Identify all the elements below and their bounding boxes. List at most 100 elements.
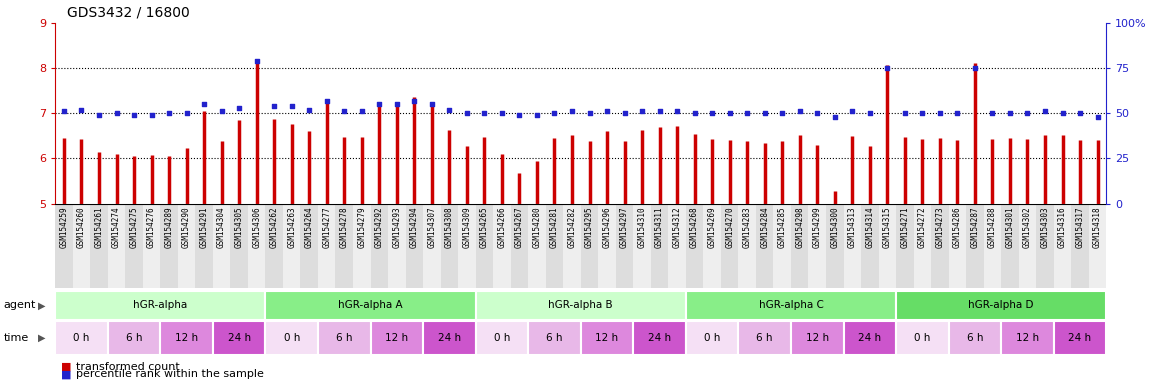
Bar bbox=[896, 291, 1106, 320]
Text: 24 h: 24 h bbox=[647, 333, 672, 343]
Bar bbox=[861, 204, 879, 288]
Text: GSM154262: GSM154262 bbox=[270, 206, 278, 248]
Bar bbox=[949, 204, 966, 288]
Text: 12 h: 12 h bbox=[806, 333, 829, 343]
Bar bbox=[511, 204, 528, 288]
Point bbox=[143, 112, 161, 118]
Text: GSM154283: GSM154283 bbox=[743, 206, 752, 248]
Text: GSM154293: GSM154293 bbox=[392, 206, 401, 248]
Text: 6 h: 6 h bbox=[757, 333, 773, 343]
Bar bbox=[581, 321, 634, 354]
Point bbox=[562, 108, 581, 114]
Text: GSM154302: GSM154302 bbox=[1024, 206, 1032, 248]
Bar bbox=[983, 204, 1002, 288]
Point bbox=[615, 110, 634, 116]
Text: percentile rank within the sample: percentile rank within the sample bbox=[76, 369, 263, 379]
Bar bbox=[458, 204, 476, 288]
Text: 24 h: 24 h bbox=[1068, 333, 1091, 343]
Point bbox=[685, 110, 704, 116]
Text: GSM154268: GSM154268 bbox=[690, 206, 699, 248]
Point bbox=[90, 112, 108, 118]
Text: GSM154272: GSM154272 bbox=[918, 206, 927, 248]
Point bbox=[247, 58, 266, 64]
Text: GSM154264: GSM154264 bbox=[305, 206, 314, 248]
Text: GSM154289: GSM154289 bbox=[164, 206, 174, 248]
Bar bbox=[615, 204, 634, 288]
Text: agent: agent bbox=[3, 300, 36, 310]
Text: ■: ■ bbox=[61, 362, 71, 372]
Bar bbox=[843, 321, 896, 354]
Point bbox=[581, 110, 599, 116]
Bar bbox=[528, 204, 546, 288]
Bar bbox=[388, 204, 406, 288]
Text: GSM154271: GSM154271 bbox=[900, 206, 910, 248]
Point bbox=[1036, 108, 1055, 114]
Point bbox=[55, 108, 74, 114]
Bar bbox=[336, 204, 353, 288]
Bar bbox=[476, 321, 528, 354]
Text: time: time bbox=[3, 333, 29, 343]
Text: GSM154301: GSM154301 bbox=[1005, 206, 1014, 248]
Text: GSM154278: GSM154278 bbox=[339, 206, 348, 248]
Point bbox=[949, 110, 967, 116]
Bar bbox=[1089, 204, 1106, 288]
Point bbox=[107, 110, 125, 116]
Point bbox=[125, 112, 144, 118]
Bar bbox=[546, 204, 564, 288]
Point bbox=[651, 108, 669, 114]
Text: GSM154299: GSM154299 bbox=[813, 206, 822, 248]
Bar bbox=[160, 204, 178, 288]
Text: 6 h: 6 h bbox=[967, 333, 983, 343]
Text: 0 h: 0 h bbox=[914, 333, 930, 343]
Text: 24 h: 24 h bbox=[228, 333, 251, 343]
Point bbox=[913, 110, 932, 116]
Point bbox=[160, 110, 178, 116]
Bar bbox=[406, 204, 423, 288]
Bar bbox=[634, 321, 685, 354]
Text: GSM154298: GSM154298 bbox=[796, 206, 804, 248]
Point bbox=[826, 114, 844, 120]
Text: 12 h: 12 h bbox=[596, 333, 619, 343]
Point bbox=[930, 110, 949, 116]
Text: GSM154284: GSM154284 bbox=[760, 206, 769, 248]
Text: GSM154277: GSM154277 bbox=[322, 206, 331, 248]
Bar bbox=[423, 321, 476, 354]
Bar bbox=[108, 321, 160, 354]
Bar bbox=[476, 291, 685, 320]
Point bbox=[353, 108, 371, 114]
Text: hGR-alpha C: hGR-alpha C bbox=[759, 300, 823, 310]
Bar bbox=[738, 321, 791, 354]
Text: GSM154267: GSM154267 bbox=[515, 206, 524, 248]
Bar bbox=[896, 321, 949, 354]
Bar bbox=[1036, 204, 1053, 288]
Point bbox=[264, 103, 283, 109]
Bar bbox=[932, 204, 949, 288]
Point bbox=[492, 110, 511, 116]
Text: GSM154260: GSM154260 bbox=[77, 206, 86, 248]
Bar bbox=[440, 204, 458, 288]
Text: GSM154269: GSM154269 bbox=[707, 206, 716, 248]
Point bbox=[545, 110, 564, 116]
Text: GSM154270: GSM154270 bbox=[726, 206, 734, 248]
Text: hGR-alpha B: hGR-alpha B bbox=[549, 300, 613, 310]
Text: 0 h: 0 h bbox=[284, 333, 300, 343]
Point bbox=[317, 98, 336, 104]
Text: GSM154281: GSM154281 bbox=[550, 206, 559, 248]
Bar bbox=[266, 291, 476, 320]
Text: GDS3432 / 16800: GDS3432 / 16800 bbox=[67, 5, 190, 19]
Point bbox=[388, 101, 406, 108]
Bar bbox=[1019, 204, 1036, 288]
Bar bbox=[668, 204, 685, 288]
Bar bbox=[949, 321, 1002, 354]
Text: GSM154313: GSM154313 bbox=[848, 206, 857, 248]
Point bbox=[440, 107, 459, 113]
Text: GSM154300: GSM154300 bbox=[830, 206, 840, 248]
Text: GSM154286: GSM154286 bbox=[953, 206, 961, 248]
Point bbox=[773, 110, 791, 116]
Point bbox=[1000, 110, 1019, 116]
Bar bbox=[370, 204, 388, 288]
Text: GSM154312: GSM154312 bbox=[673, 206, 682, 248]
Point bbox=[177, 110, 196, 116]
Point bbox=[896, 110, 914, 116]
Point bbox=[283, 103, 301, 109]
